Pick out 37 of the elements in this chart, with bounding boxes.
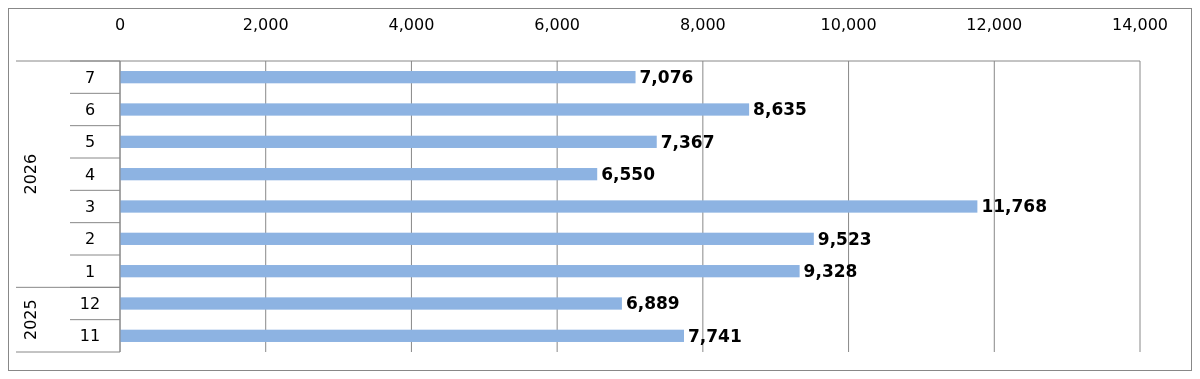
data-label: 7,741 [687,325,742,346]
x-tick-label: 4,000 [388,15,435,34]
x-tick-label: 10,000 [820,15,877,34]
data-label: 6,550 [601,164,656,185]
y-tick-label: 11 [79,326,101,346]
bar [120,71,636,84]
y-tick-label: 6 [84,100,96,120]
text: 2026 [20,153,40,195]
bar [120,297,622,310]
data-label: 7,367 [660,131,715,152]
data-label: 9,523 [817,228,872,249]
y-tick-label: 4 [84,164,96,184]
x-tick-label: 0 [114,15,126,34]
data-label: 7,076 [639,67,694,88]
y-tick-label: 5 [84,132,96,152]
bar [120,103,750,116]
data-label: 11,768 [981,196,1047,217]
bar [120,329,684,342]
x-tick-label: 14,000 [1112,15,1168,34]
data-label: 8,635 [753,99,807,120]
bar [120,200,978,213]
data-label: 9,328 [803,261,858,282]
bar [120,135,657,148]
y-tick-label: 2 [84,229,96,249]
y-tick-label: 12 [79,294,101,314]
text: 2025 [20,299,40,341]
x-tick-label: 6,000 [534,15,581,34]
bar [120,265,800,278]
bar [120,168,598,181]
y-tick-label: 1 [84,261,96,281]
data-label: 6,889 [625,293,680,314]
x-tick-label: 8,000 [679,15,726,34]
y-tick-label: 3 [84,197,96,217]
bar [120,232,814,245]
x-tick-label: 2,000 [242,15,289,34]
x-tick-label: 12,000 [966,15,1023,34]
y-tick-label: 7 [84,67,96,87]
